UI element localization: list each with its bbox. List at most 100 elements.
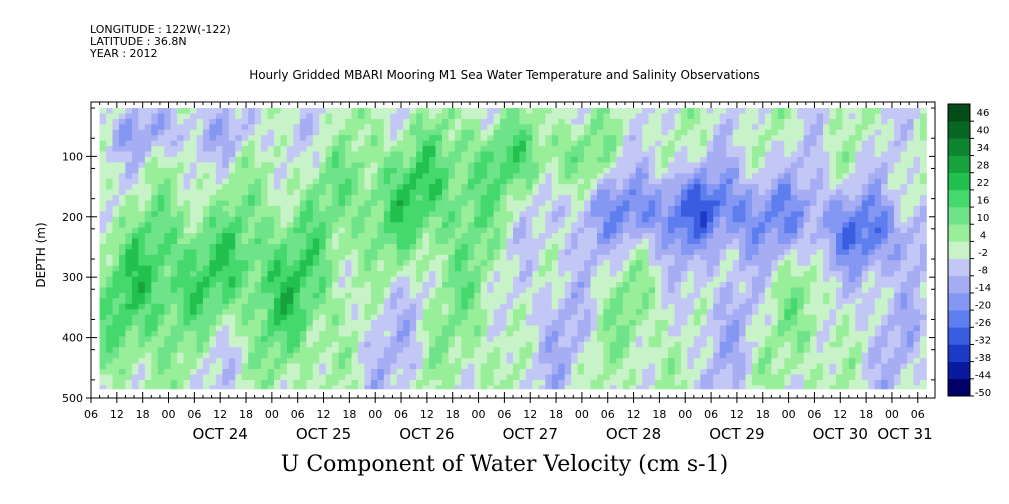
heatmap-cell (106, 282, 113, 288)
heatmap-cell (668, 162, 675, 169)
heatmap-cell (687, 184, 695, 190)
heatmap-cell (377, 151, 385, 158)
heatmap-cell (590, 195, 598, 201)
heatmap-cell (500, 385, 507, 390)
heatmap-cell (396, 124, 404, 131)
heatmap-cell (235, 292, 243, 299)
heatmap-cell (390, 118, 398, 125)
heatmap-cell (590, 129, 598, 136)
heatmap-cell (422, 314, 430, 321)
heatmap-cell (642, 243, 650, 250)
heatmap-cell (293, 238, 301, 245)
heatmap-cell (435, 118, 443, 125)
heatmap-cell (125, 336, 133, 343)
heatmap-cell (228, 118, 236, 125)
heatmap-cell (661, 292, 669, 299)
heatmap-cell (616, 374, 624, 381)
heatmap-cell (280, 330, 288, 337)
heatmap-cell (551, 151, 559, 158)
heatmap-cell (312, 309, 320, 316)
heatmap-cell (157, 124, 165, 131)
heatmap-cell (584, 320, 591, 326)
heatmap-cell (532, 336, 540, 343)
heatmap-cell (513, 249, 520, 256)
heatmap-cell (306, 189, 314, 196)
heatmap-cell (293, 189, 301, 196)
heatmap-cell (674, 330, 682, 337)
heatmap-cell (596, 140, 604, 147)
heatmap-cell (286, 385, 294, 390)
heatmap-cell (306, 129, 314, 136)
heatmap-cell (545, 124, 553, 131)
heatmap-cell (190, 352, 197, 359)
heatmap-cell (409, 173, 417, 180)
heatmap-cell (429, 325, 436, 332)
heatmap-cell (493, 352, 501, 359)
heatmap-cell (106, 303, 113, 310)
heatmap-cell (99, 271, 107, 277)
heatmap-cell (487, 249, 495, 256)
heatmap-cell (138, 320, 146, 326)
heatmap-cell (603, 173, 611, 180)
heatmap-cell (390, 140, 398, 147)
heatmap-cell (635, 320, 643, 326)
heatmap-cell (118, 233, 126, 239)
heatmap-cell (306, 140, 314, 147)
heatmap-cell (202, 385, 210, 390)
heatmap-cell (293, 292, 301, 299)
heatmap-cell (429, 184, 436, 190)
heatmap-cell (519, 282, 527, 288)
heatmap-cell (668, 276, 675, 283)
heatmap-cell (138, 184, 146, 190)
heatmap-cell (99, 233, 107, 239)
heatmap-cell (390, 124, 398, 131)
heatmap-cell (183, 325, 191, 332)
heatmap-cell (396, 162, 404, 169)
heatmap-cell (500, 320, 507, 326)
heatmap-cell (170, 292, 178, 299)
heatmap-cell (687, 330, 695, 337)
heatmap-cell (280, 336, 288, 343)
heatmap-cell (603, 222, 611, 229)
heatmap-cell (461, 260, 469, 267)
heatmap-cell (254, 287, 262, 294)
heatmap-cell (118, 347, 126, 354)
heatmap-cell (513, 276, 520, 283)
heatmap-cell (545, 178, 553, 185)
heatmap-cell (138, 238, 146, 245)
heatmap-cell (403, 167, 411, 174)
heatmap-cell (584, 189, 591, 196)
heatmap-cell (280, 195, 288, 201)
heatmap-cell (596, 265, 604, 272)
heatmap-cell (474, 118, 482, 125)
heatmap-cell (655, 167, 662, 174)
heatmap-cell (319, 369, 327, 375)
heatmap-cell (183, 178, 191, 185)
heatmap-cell (590, 108, 598, 114)
heatmap-cell (713, 129, 721, 136)
heatmap-cell (222, 358, 230, 364)
heatmap-cell (422, 369, 430, 375)
heatmap-cell (306, 113, 314, 120)
heatmap-cell (138, 140, 146, 147)
heatmap-cell (422, 173, 430, 180)
heatmap-cell (487, 156, 495, 163)
heatmap-cell (584, 358, 591, 364)
heatmap-cell (99, 336, 107, 343)
heatmap-cell (364, 162, 372, 169)
heatmap-cell (202, 178, 210, 185)
heatmap-cell (474, 292, 482, 299)
heatmap-cell (267, 118, 275, 125)
heatmap-cell (370, 189, 378, 196)
heatmap-cell (616, 320, 624, 326)
heatmap-cell (680, 325, 688, 332)
heatmap-cell (480, 298, 488, 305)
heatmap-cell (422, 189, 430, 196)
heatmap-cell (138, 336, 146, 343)
heatmap-cell (571, 113, 578, 120)
heatmap-cell (390, 358, 398, 364)
heatmap-cell (648, 330, 656, 337)
heatmap-cell (183, 271, 191, 277)
heatmap-cell (364, 341, 372, 348)
heatmap-cell (164, 330, 172, 337)
